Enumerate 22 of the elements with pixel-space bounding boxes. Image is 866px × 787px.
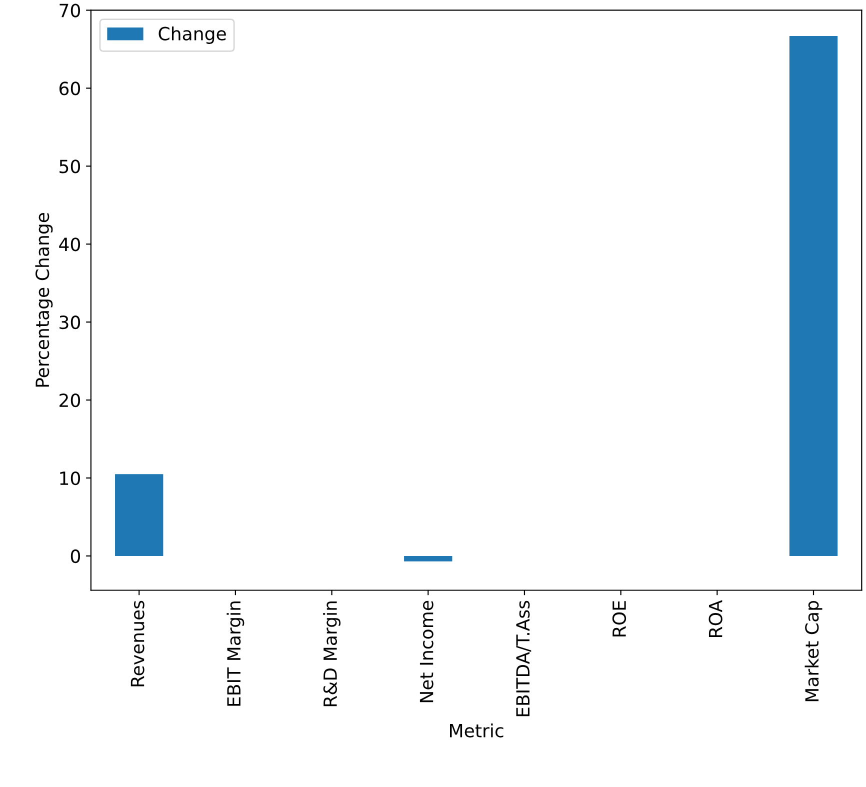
y-tick-label: 70 [60, 4, 80, 18]
y-tick-label: 20 [60, 393, 80, 408]
y-tick-label: 40 [59, 238, 80, 252]
bar [789, 36, 838, 556]
legend-label: Change [158, 26, 226, 44]
y-tick-label: 30 [60, 316, 80, 330]
y-tick-label: 10 [60, 471, 80, 486]
x-tick-label: ROE [612, 601, 626, 636]
x-tick-label: EBITDA/T.Ass [516, 600, 532, 716]
y-tick-label: 0 [70, 549, 80, 564]
x-tick-label: EBIT Margin [226, 602, 244, 706]
bar [115, 474, 164, 556]
x-tick-label: Market Cap [804, 600, 822, 702]
x-tick-label: R&D Margin [323, 602, 341, 706]
x-axis-title: Metric [450, 723, 504, 738]
y-axis-title: Percentage Change [35, 212, 53, 387]
x-tick-label: Revenues [130, 600, 144, 686]
bar [404, 556, 452, 562]
y-tick-label: 60 [59, 82, 80, 96]
y-tick-label: 50 [60, 160, 80, 174]
x-tick-label: Net Income [420, 600, 434, 702]
x-tick-label: ROA [708, 600, 722, 637]
